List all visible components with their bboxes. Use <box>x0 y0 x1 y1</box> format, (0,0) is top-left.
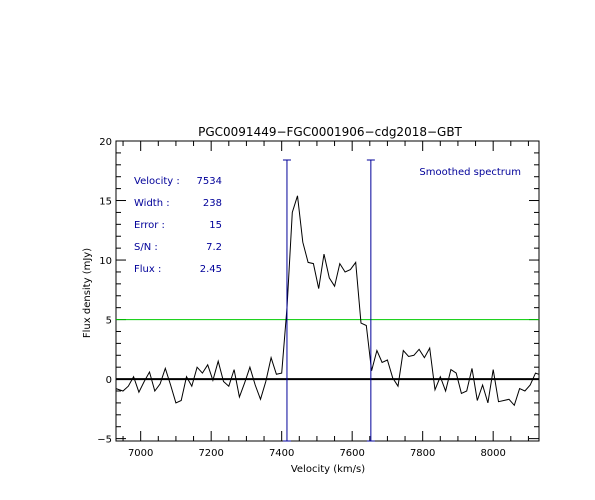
stat-value: 7.2 <box>206 242 222 253</box>
stat-label: Velocity : <box>134 176 180 187</box>
y-tick-label: 5 <box>106 316 112 327</box>
x-tick-label: 7000 <box>128 448 153 459</box>
stat-label: Error : <box>134 220 165 231</box>
x-tick-label: 7200 <box>198 448 223 459</box>
y-tick-label: 0 <box>106 375 112 386</box>
stat-value: 15 <box>209 220 222 231</box>
chart-title: PGC0091449−FGC0001906−cdg2018−GBT <box>198 125 462 139</box>
y-tick-label: −5 <box>97 435 112 446</box>
x-axis-label: Velocity (km/s) <box>291 464 365 475</box>
spectrum-line <box>115 195 540 407</box>
stat-value: 238 <box>203 198 222 209</box>
y-tick-label: 10 <box>99 256 112 267</box>
x-tick-label: 7400 <box>269 448 294 459</box>
y-axis-label: Flux density (mJy) <box>82 248 93 338</box>
x-tick-label: 7800 <box>410 448 435 459</box>
stat-value: 7534 <box>197 176 222 187</box>
x-tick-label: 8000 <box>480 448 505 459</box>
stats-annotations: Velocity : 7534 Width : 238 Error : 15 S/N : 7.… <box>134 176 222 275</box>
y-tick-label: 20 <box>99 137 112 148</box>
stat-label: S/N : <box>134 242 158 253</box>
stat-label: Flux : <box>134 264 161 275</box>
y-tick-label: 15 <box>99 197 112 208</box>
legend-smoothed-spectrum: Smoothed spectrum <box>419 167 521 178</box>
plot-area: 7000 7200 7400 7600 7800 8000 −5 0 5 10 15 20 <box>97 137 540 459</box>
stat-label: Width : <box>134 198 170 209</box>
stat-value: 2.45 <box>200 264 222 275</box>
plot-frame <box>115 140 540 442</box>
x-tick-label: 7600 <box>339 448 364 459</box>
